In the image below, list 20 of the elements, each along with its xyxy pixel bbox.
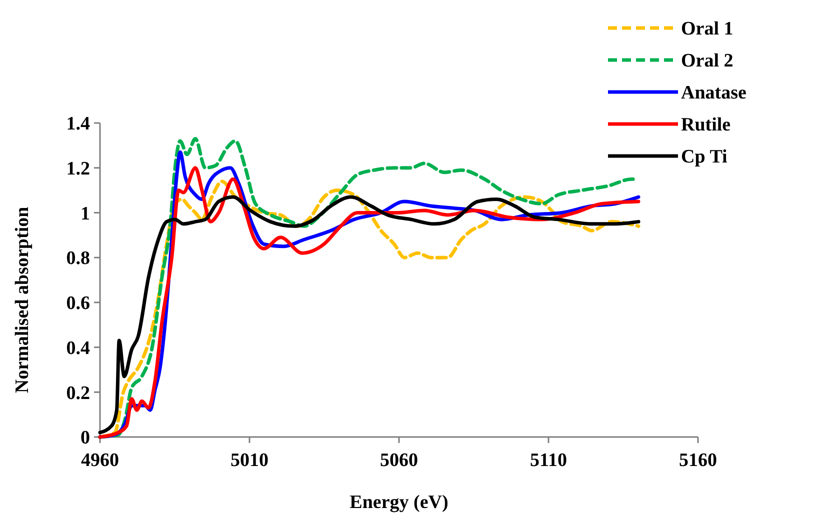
x-tick-label: 5160 — [679, 450, 717, 471]
legend-label: Rutile — [681, 114, 731, 136]
y-tick-label: 0.4 — [66, 338, 90, 359]
y-tick-label: 1.4 — [66, 114, 90, 135]
y-tick-label: 0.6 — [66, 293, 90, 314]
x-axis-title: Energy (eV) — [350, 492, 448, 513]
legend-label: Oral 1 — [681, 18, 734, 40]
y-tick-label: 1.2 — [66, 158, 90, 180]
x-tick-label: 5010 — [230, 450, 268, 471]
legend-label: Oral 2 — [681, 50, 734, 72]
y-tick-label: 1 — [80, 203, 90, 224]
y-tick-label: 0.2 — [66, 382, 90, 404]
x-tick-label: 4960 — [81, 450, 119, 471]
y-tick-label: 0 — [80, 428, 90, 449]
legend-label: Anatase — [681, 82, 746, 104]
legend-label: Cp Ti — [681, 146, 728, 168]
x-tick-label: 5060 — [380, 450, 418, 471]
y-tick-label: 0.8 — [66, 248, 90, 270]
x-tick-label: 5110 — [530, 450, 567, 471]
y-axis-title: Normalised absorption — [12, 206, 33, 394]
